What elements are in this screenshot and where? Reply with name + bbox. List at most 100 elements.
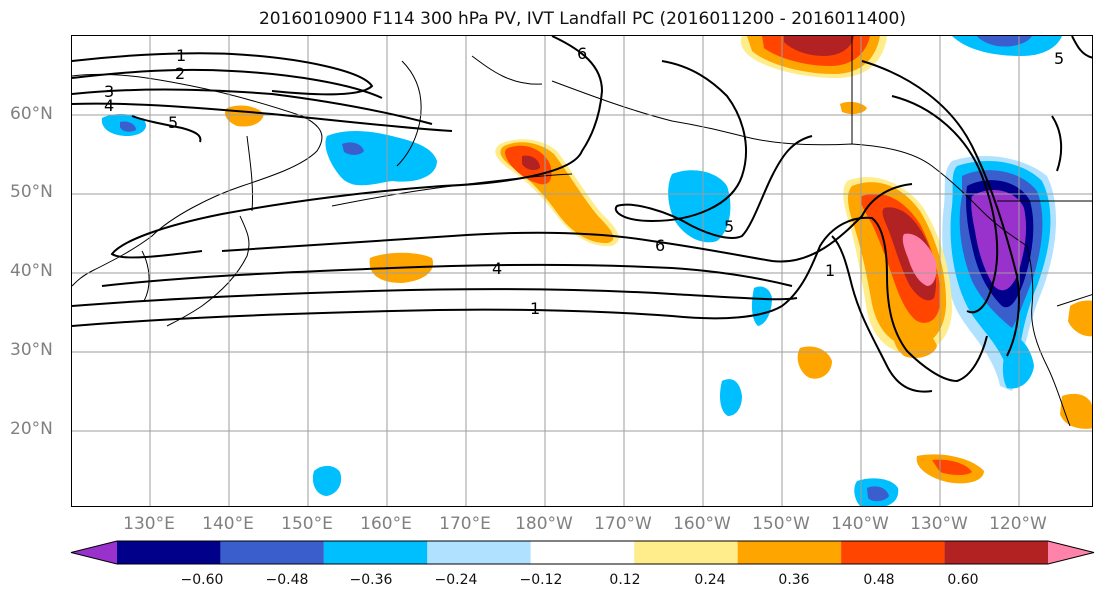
contour-label-1-north: 1 — [176, 46, 186, 65]
pos-shade-east-pac — [797, 346, 832, 379]
pos-shade-top-center-dark — [784, 36, 854, 56]
colorbar-tick-pos036: 0.36 — [778, 572, 810, 588]
contour-label-5-loop: 5 — [724, 217, 734, 236]
neg-shade-pacific-small — [751, 286, 772, 326]
lat-label-40n: 40°N — [10, 261, 53, 281]
colorbar-tick-pos012: 0.12 — [609, 572, 641, 588]
neg-shade-south-sea — [312, 465, 342, 496]
contour-loop-gulf — [831, 235, 933, 393]
contour-2-north — [72, 68, 383, 99]
pos-shade-subtrop-red — [932, 459, 972, 475]
contour-1-north — [72, 52, 374, 96]
lon-label-160w: 160°W — [673, 514, 731, 534]
contour-label-1-south: 1 — [530, 299, 540, 318]
lon-label-170w: 170°W — [594, 514, 652, 534]
coast-bering — [471, 55, 543, 85]
graticule — [72, 36, 1092, 506]
pv-contours — [72, 36, 1092, 393]
colorbar-cell — [737, 541, 842, 564]
lon-label-180w: 180°W — [515, 514, 573, 534]
contour-label-6-mid: 6 — [655, 236, 665, 255]
contour-4-mid — [221, 183, 913, 263]
lon-label-170e: 170°E — [439, 514, 491, 534]
neg-shade-gulf — [668, 170, 731, 243]
border-us-mexico — [1056, 294, 1092, 307]
pos-shade-mex — [1068, 300, 1092, 337]
contour-1-south — [72, 216, 988, 383]
pos-shade-okhotsk — [225, 105, 264, 127]
colorbar-tick-neg012: −0.12 — [519, 572, 563, 588]
coast-north-america — [1026, 245, 1071, 427]
lat-label-20n: 20°N — [10, 419, 53, 439]
map-title: 2016010900 F114 300 hPa PV, IVT Landfall… — [258, 9, 906, 29]
colorbar-cell — [71, 541, 117, 564]
positive-anomaly-shading — [225, 36, 1092, 484]
colorbar-cell — [841, 541, 945, 564]
lat-label-30n: 30°N — [10, 340, 53, 360]
contour-label-5-west: 5 — [168, 113, 178, 132]
lat-label-60n: 60°N — [10, 104, 53, 124]
coast-alaska — [551, 80, 1028, 247]
contour-top-right — [1071, 36, 1092, 59]
contour-label-4-mid: 4 — [492, 259, 502, 278]
coast-korea — [141, 250, 150, 302]
pv-ivt-map: 1 2 3 4 5 6 6 4 1 1 5 5 — [72, 36, 1092, 506]
colorbar-cell — [634, 541, 738, 564]
neg-shade-okhotsk-mid — [120, 121, 136, 132]
colorbar-cells — [71, 541, 1094, 564]
neg-shade-kamchatka — [325, 131, 437, 186]
map-panel: 1 2 3 4 5 6 6 4 1 1 5 5 — [71, 35, 1093, 507]
contour-3-mid — [101, 264, 793, 287]
neg-shade-kamchatka-mid — [342, 142, 364, 155]
neg-shade-subtropic-east-mid — [867, 486, 889, 502]
neg-shade-wcoast-core — [971, 189, 1027, 291]
contour-6-top — [110, 36, 604, 259]
lon-label-130e: 130°E — [123, 514, 175, 534]
coast-asia — [72, 73, 323, 287]
lon-label-130w: 130°W — [910, 514, 968, 534]
colorbar-tick-neg024: −0.24 — [434, 572, 478, 588]
colorbar-cell — [117, 541, 221, 564]
lon-label-160e: 160°E — [360, 514, 412, 534]
contour-2-mid — [72, 288, 798, 307]
contour-label-5-top-right: 5 — [1054, 49, 1064, 68]
coast-sakhalin — [246, 135, 254, 212]
lon-label-140w: 140°W — [831, 514, 889, 534]
contour-5-loop — [614, 60, 813, 239]
lon-label-150e: 150°E — [281, 514, 333, 534]
contour-label-6-top: 6 — [577, 44, 587, 63]
colorbar-tick-neg060: −0.60 — [180, 572, 224, 588]
pos-shade-gulf-small — [840, 101, 867, 115]
political-boundaries — [851, 36, 1092, 307]
colorbar-tick-neg048: −0.48 — [265, 572, 309, 588]
neg-shade-top-right-mid — [977, 36, 1032, 47]
lon-label-150w: 150°W — [752, 514, 810, 534]
contour-east-band — [891, 95, 999, 314]
pos-shade-180-dark — [522, 155, 540, 171]
colorbar — [70, 540, 1095, 565]
contour-east-band-2 — [861, 60, 1020, 357]
colorbar-tick-pos060: 0.60 — [947, 572, 979, 588]
colorbar-cell — [220, 541, 324, 564]
contour-label-2-north: 2 — [175, 64, 185, 83]
colorbar-tick-pos048: 0.48 — [863, 572, 895, 588]
colorbar-tick-pos024: 0.24 — [694, 572, 726, 588]
colorbar-outline — [70, 540, 1095, 565]
lon-label-120w: 120°W — [989, 514, 1047, 534]
colorbar-cell — [1048, 541, 1094, 564]
colorbar-cell — [427, 541, 531, 564]
lat-label-50n: 50°N — [10, 182, 53, 202]
colorbar-cell — [323, 541, 428, 564]
contour-4-north — [72, 102, 453, 132]
colorbar-cell — [944, 541, 1048, 564]
coast-japan — [166, 215, 250, 327]
contour-label-4-north: 4 — [104, 96, 114, 115]
pos-shade-gulf-south — [893, 324, 937, 358]
neg-shade-hawaii — [720, 379, 742, 416]
colorbar-tick-neg036: −0.36 — [349, 572, 393, 588]
contour-5-west — [131, 115, 202, 143]
contour-3 — [72, 88, 433, 125]
colorbar-cell — [530, 541, 635, 564]
contour-coast — [1051, 115, 1063, 172]
contour-label-3: 3 — [104, 82, 114, 101]
